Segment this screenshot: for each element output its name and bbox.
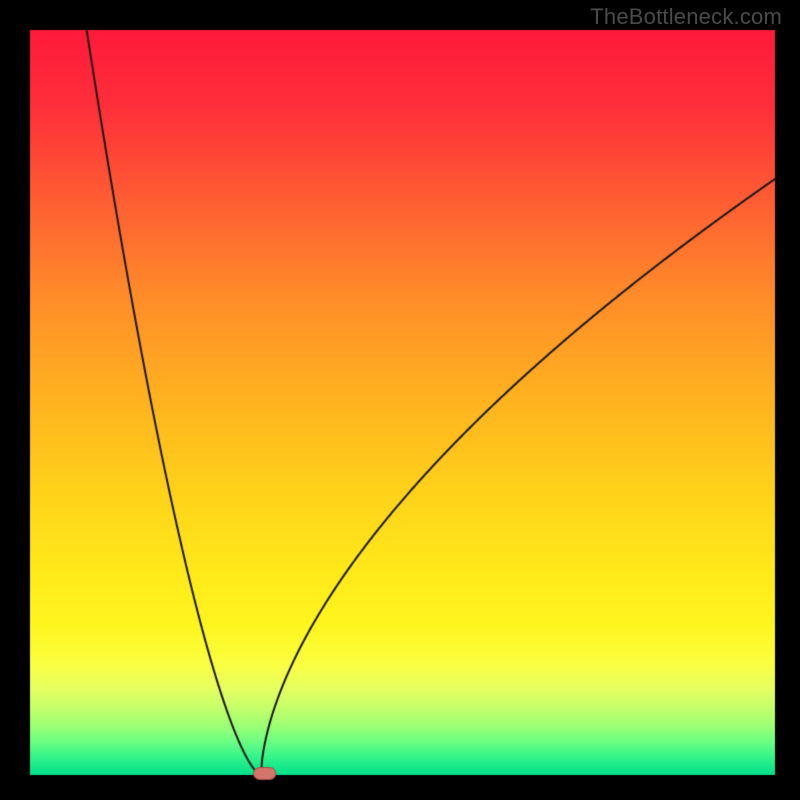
bottleneck-chart [0, 0, 800, 800]
watermark-text: TheBottleneck.com [590, 4, 782, 30]
